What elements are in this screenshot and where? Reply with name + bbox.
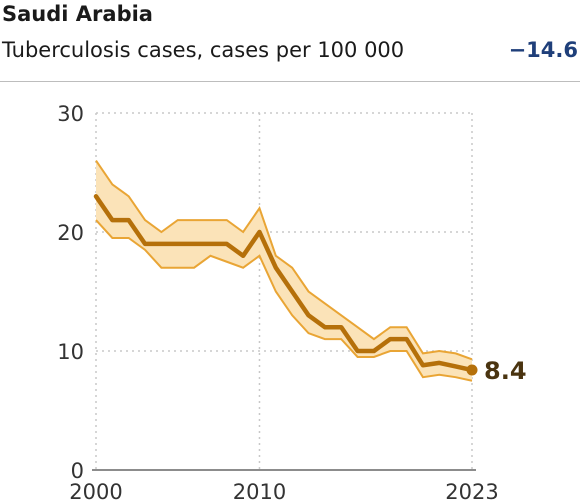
series-line <box>93 194 475 373</box>
label-layer: 8.4 <box>484 357 527 385</box>
y-tick-label: 20 <box>57 221 84 245</box>
axis-layer: 0 10 20 30 2000 2010 2023 <box>57 102 498 503</box>
y-tick-label: 30 <box>57 102 84 126</box>
header-divider <box>0 81 580 82</box>
lower-bound-line <box>95 219 473 382</box>
chart-subtitle: Tuberculosis cases, cases per 100 000 <box>2 38 405 62</box>
end-value-label: 8.4 <box>484 357 527 385</box>
x-tick-label: 2000 <box>69 480 122 503</box>
upper-bound-line <box>95 160 473 361</box>
confidence-band <box>96 160 472 381</box>
chart-title: Saudi Arabia <box>2 2 153 26</box>
x-tick-label: 2023 <box>445 480 498 503</box>
end-point-marker <box>466 364 478 376</box>
x-tick-label: 2010 <box>233 480 286 503</box>
y-tick-label: 0 <box>71 459 84 483</box>
change-value: −14.6 <box>508 38 578 62</box>
confidence-band-layer <box>95 160 473 382</box>
series-line-layer <box>93 194 478 376</box>
y-tick-label: 10 <box>57 340 84 364</box>
